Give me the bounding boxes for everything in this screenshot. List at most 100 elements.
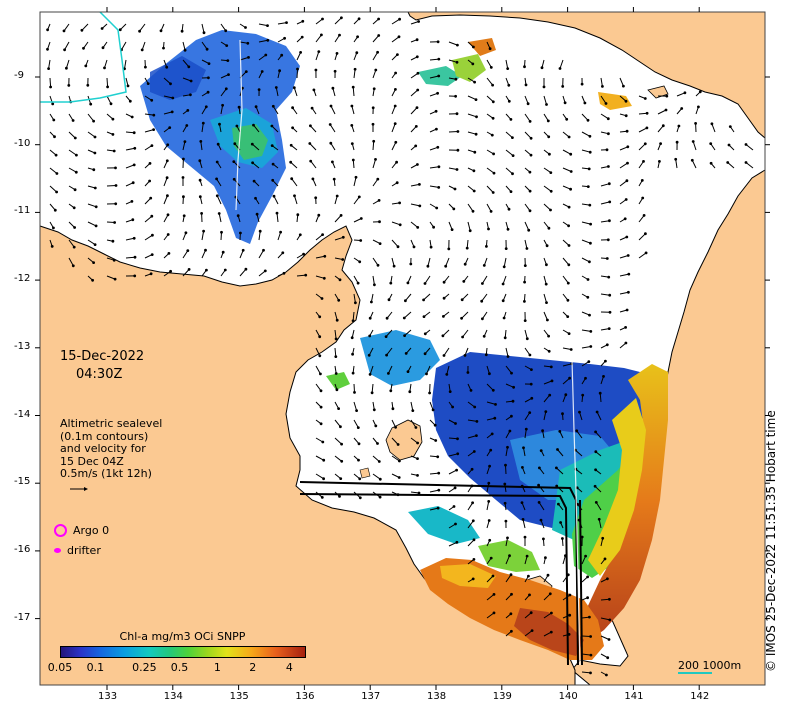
velocity-arrow-head [510, 592, 513, 596]
velocity-arrow [524, 203, 531, 212]
velocity-arrow [258, 23, 268, 27]
velocity-arrow-head [140, 48, 144, 52]
velocity-arrow-head [437, 57, 441, 61]
velocity-arrow-head [403, 334, 406, 337]
time-text: 04:30Z [76, 367, 123, 382]
velocity-arrow-head [583, 101, 587, 105]
velocity-arrow-head [512, 385, 515, 389]
velocity-arrow-head [492, 152, 495, 156]
velocity-arrow [448, 437, 458, 440]
velocity-arrow [334, 347, 337, 357]
velocity-arrow [391, 123, 396, 133]
velocity-arrow [201, 231, 205, 241]
velocity-arrow [163, 95, 173, 99]
velocity-arrow-head [275, 211, 279, 215]
velocity-arrow-head [472, 538, 476, 542]
velocity-arrow-head [448, 390, 452, 393]
velocity-arrow-head [561, 85, 565, 88]
velocity-arrow-head [434, 439, 438, 442]
velocity-arrow [352, 311, 355, 321]
velocity-arrow-head [133, 255, 137, 259]
velocity-arrow [429, 472, 439, 475]
velocity-arrow-head [247, 56, 250, 59]
velocity-arrow [315, 51, 320, 61]
velocity-arrow-head [509, 573, 513, 577]
velocity-arrow [486, 203, 492, 212]
velocity-arrow [599, 393, 602, 403]
velocity-arrow-head [547, 334, 550, 338]
velocity-arrow [353, 196, 360, 205]
velocity-arrow [543, 293, 547, 303]
velocity-arrow [139, 23, 146, 32]
velocity-arrow [600, 77, 603, 87]
velocity-arrow-head [112, 258, 116, 262]
velocity-arrow-head [376, 50, 379, 54]
date-text: 15-Dec-2022 [60, 349, 145, 364]
velocity-arrow-head [289, 160, 293, 164]
x-tick-label: 135 [229, 691, 249, 702]
velocity-arrow [481, 275, 488, 284]
velocity-arrow [711, 123, 716, 133]
velocity-arrow-head [550, 611, 553, 615]
velocity-arrow-head [522, 446, 525, 450]
velocity-arrow-head [491, 100, 495, 104]
velocity-arrow-head [322, 477, 325, 481]
velocity-arrow-head [485, 245, 488, 248]
velocity-arrow [391, 437, 399, 445]
velocity-arrow [315, 255, 325, 259]
velocity-arrow-head [221, 250, 225, 254]
velocity-arrow-head [481, 317, 484, 321]
velocity-arrow-head [537, 483, 540, 487]
velocity-arrow-head [472, 169, 476, 173]
velocity-arrow-head [321, 440, 325, 444]
y-tick-label: -16 [14, 543, 31, 555]
velocity-arrow [163, 111, 173, 115]
velocity-arrow-head [52, 226, 55, 230]
velocity-arrow-head [607, 182, 611, 186]
velocity-arrow [619, 146, 628, 151]
velocity-arrow-head [494, 403, 497, 406]
velocity-arrow-head [643, 97, 647, 100]
velocity-arrow [271, 125, 279, 133]
velocity-arrow-head [218, 122, 221, 126]
velocity-arrow-head [510, 414, 513, 418]
x-tick-label: 137 [361, 691, 381, 702]
velocity-arrow-head [368, 334, 372, 338]
velocity-arrow-head [46, 28, 49, 32]
velocity-arrow-head [237, 105, 241, 109]
velocity-arrow [429, 166, 439, 169]
velocity-arrow-head [334, 372, 338, 375]
velocity-arrow [163, 77, 171, 85]
velocity-arrow-head [166, 143, 170, 147]
velocity-arrow-head [422, 298, 425, 302]
velocity-arrow [353, 69, 356, 79]
velocity-arrow-head [257, 88, 261, 91]
velocity-arrow [144, 234, 153, 241]
velocity-arrow-head [436, 506, 440, 510]
velocity-arrow-head [321, 233, 324, 237]
velocity-arrow [581, 671, 591, 674]
velocity-arrow-head [567, 224, 570, 228]
velocity-arrow-head [510, 629, 513, 633]
velocity-arrow-head [503, 501, 507, 505]
velocity-arrow [448, 541, 458, 547]
velocity-arrow [638, 127, 648, 133]
velocity-arrow-head [109, 102, 113, 106]
velocity-arrow-head [204, 105, 208, 109]
velocity-arrow-head [180, 29, 184, 33]
velocity-arrow-head [263, 269, 267, 273]
velocity-arrow-head [423, 352, 427, 356]
velocity-arrow-head [374, 158, 377, 161]
velocity-arrow-head [460, 316, 463, 320]
velocity-arrow-head [266, 38, 270, 42]
velocity-arrow [540, 519, 545, 529]
velocity-arrow-head [454, 522, 457, 526]
velocity-arrow-head [389, 389, 393, 393]
velocity-arrow [163, 177, 168, 187]
velocity-arrow-head [397, 476, 401, 479]
velocity-arrow-head [575, 429, 579, 433]
velocity-arrow-head [567, 263, 571, 267]
velocity-arrow [334, 419, 341, 428]
velocity-arrow [619, 273, 629, 277]
velocity-arrow-head [588, 134, 592, 138]
